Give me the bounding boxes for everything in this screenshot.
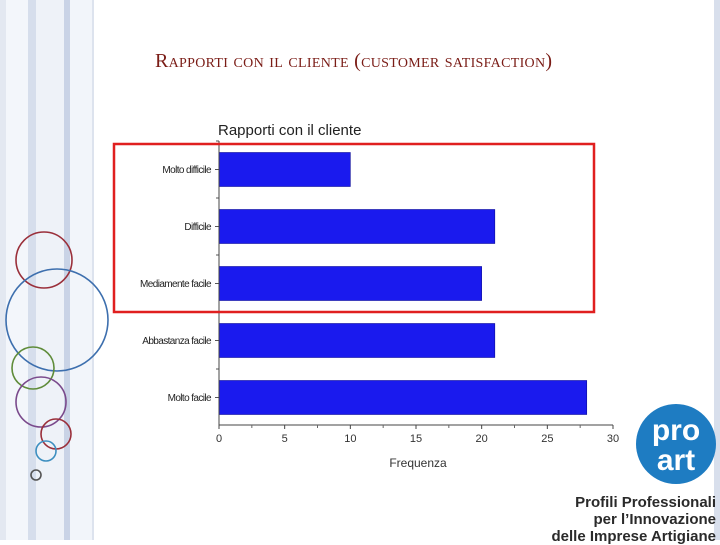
decor-circle xyxy=(11,346,55,390)
decor-circle xyxy=(30,469,42,481)
bar xyxy=(218,380,588,415)
decor-stripe-right xyxy=(714,0,720,540)
category-label: Abbastanza facile xyxy=(142,336,212,347)
category-label: Molto difficile xyxy=(162,165,212,176)
logo-text-pro: pro xyxy=(652,414,700,447)
x-tick-label: 25 xyxy=(541,433,553,445)
decor-circle xyxy=(35,440,57,462)
decor-stripe xyxy=(92,0,94,540)
proart-logo: pro art xyxy=(636,404,716,484)
decor-circle xyxy=(15,231,73,289)
decor-circle xyxy=(15,376,67,428)
x-tick-label: 5 xyxy=(282,433,288,445)
decorative-circles xyxy=(5,231,109,481)
decor-circle xyxy=(5,268,109,372)
category-label: Difficile xyxy=(184,222,212,233)
logo-circle-icon xyxy=(636,404,716,484)
decor-stripe xyxy=(70,0,92,540)
logo-caption-line: per l’Innovazione xyxy=(593,511,716,528)
logo-caption: Profili Professionali per l’Innovazione … xyxy=(551,494,716,545)
logo-caption-line: Profili Professionali xyxy=(575,494,716,511)
x-tick-label: 15 xyxy=(410,433,422,445)
logo-text-art: art xyxy=(657,444,695,477)
bar xyxy=(218,266,482,301)
x-tick-label: 30 xyxy=(607,433,619,445)
x-axis-label: Frequenza xyxy=(389,456,447,470)
highlight-box xyxy=(112,142,596,314)
category-label: Mediamente facile xyxy=(140,279,212,290)
x-tick-label: 10 xyxy=(344,433,356,445)
x-tick-label: 20 xyxy=(476,433,488,445)
decor-stripe xyxy=(0,0,6,540)
x-tick-label: 0 xyxy=(216,433,222,445)
bar xyxy=(218,323,496,358)
logo-caption-line: delle Imprese Artigiane xyxy=(551,528,716,545)
bar xyxy=(218,152,351,187)
decor-stripe xyxy=(28,0,36,540)
chart-title: Rapporti con il cliente xyxy=(218,122,361,139)
category-label: Molto facile xyxy=(168,393,212,404)
slide-title: Rapporti con il cliente (customer satisf… xyxy=(155,50,553,72)
bar xyxy=(218,209,496,244)
